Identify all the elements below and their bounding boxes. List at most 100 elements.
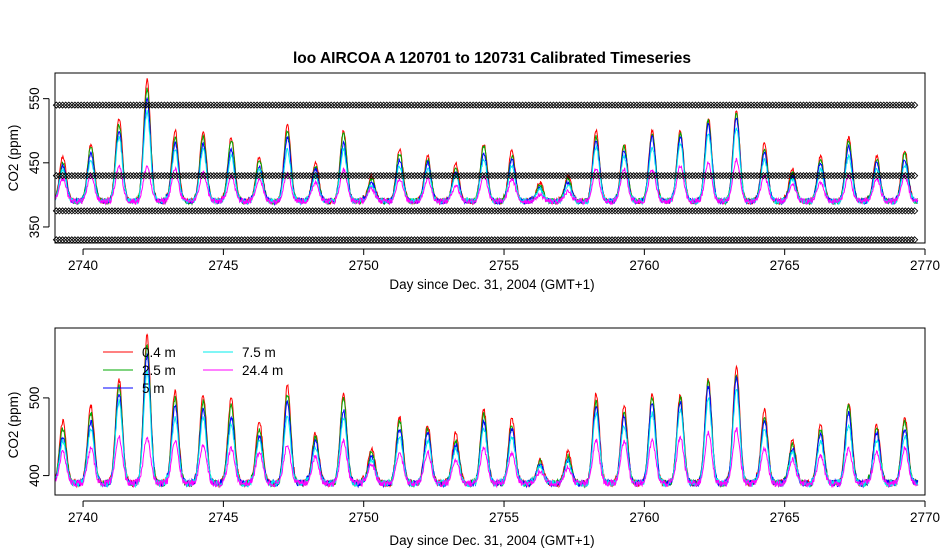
reference-marker: [500, 172, 508, 180]
reference-marker: [719, 207, 727, 215]
reference-marker: [818, 207, 826, 215]
reference-marker: [555, 101, 564, 109]
reference-marker: [312, 172, 320, 180]
reference-marker: [731, 101, 740, 109]
reference-marker: [775, 101, 783, 109]
reference-marker: [191, 207, 199, 215]
reference-marker: [133, 101, 141, 109]
reference-marker: [410, 207, 419, 215]
x-tick-label: 2770: [910, 258, 940, 273]
reference-marker: [247, 101, 255, 109]
reference-marker: [262, 172, 270, 180]
reference-marker: [657, 172, 666, 180]
reference-marker: [528, 101, 536, 109]
reference-marker: [102, 101, 110, 109]
reference-marker: [704, 172, 712, 180]
reference-marker: [719, 101, 727, 109]
y-axis-label-bottom: CO2 (ppm): [6, 392, 21, 459]
reference-marker: [880, 172, 888, 180]
reference-marker: [843, 101, 851, 109]
reference-marker: [775, 207, 783, 215]
reference-marker: [880, 101, 888, 109]
reference-marker: [657, 101, 666, 109]
reference-marker: [318, 101, 326, 109]
reference-marker: [225, 207, 233, 215]
reference-marker: [812, 101, 820, 109]
reference-marker: [506, 172, 514, 180]
reference-marker: [367, 101, 375, 109]
x-tick-label: 2745: [208, 258, 238, 273]
reference-marker: [454, 172, 462, 180]
reference-marker: [200, 101, 209, 109]
reference-marker: [815, 172, 823, 180]
reference-marker: [867, 207, 876, 215]
plot-frame-bottom: [54, 327, 926, 496]
reference-marker: [762, 101, 771, 109]
reference-marker: [410, 172, 419, 180]
reference-marker: [188, 172, 196, 180]
reference-marker: [620, 101, 629, 109]
reference-marker: [342, 207, 351, 215]
reference-marker: [753, 172, 761, 180]
reference-marker: [549, 207, 558, 215]
reference-marker: [735, 172, 743, 180]
reference-marker: [244, 207, 252, 215]
reference-marker: [676, 172, 684, 180]
reference-marker: [108, 101, 116, 109]
reference-marker: [271, 207, 280, 215]
reference-marker: [441, 207, 450, 215]
reference-marker: [772, 101, 780, 109]
reference-marker: [392, 101, 400, 109]
reference-marker: [839, 172, 848, 180]
reference-marker: [435, 207, 443, 215]
reference-marker: [392, 207, 400, 215]
reference-marker: [812, 207, 820, 215]
reference-marker: [241, 172, 249, 180]
reference-marker: [438, 172, 446, 180]
reference-marker: [472, 207, 480, 215]
reference-marker: [454, 207, 462, 215]
reference-marker: [361, 207, 369, 215]
reference-marker: [386, 207, 394, 215]
reference-marker: [870, 172, 879, 180]
reference-marker: [756, 207, 764, 215]
reference-marker: [873, 172, 882, 180]
reference-marker: [163, 207, 172, 215]
reference-marker: [528, 172, 536, 180]
reference-marker: [623, 207, 632, 215]
reference-marker: [546, 101, 554, 109]
reference-marker: [750, 172, 758, 180]
reference-marker: [324, 207, 332, 215]
reference-marker: [423, 172, 431, 180]
reference-marker: [898, 172, 906, 180]
reference-marker: [586, 101, 595, 109]
reference-marker: [170, 101, 178, 109]
reference-marker: [484, 172, 493, 180]
reference-marker: [287, 101, 295, 109]
reference-marker: [58, 101, 67, 109]
x-tick-label: 2750: [349, 510, 379, 525]
reference-marker: [89, 101, 98, 109]
reference-marker: [290, 172, 298, 180]
chart-title: loo AIRCOA A 120701 to 120731 Calibrated…: [293, 50, 691, 67]
reference-marker: [426, 101, 434, 109]
reference-marker: [129, 172, 138, 180]
reference-marker: [333, 207, 341, 215]
reference-marker: [179, 101, 187, 109]
reference-marker: [102, 207, 110, 215]
reference-marker: [420, 101, 428, 109]
reference-marker: [821, 172, 829, 180]
reference-marker: [287, 172, 295, 180]
reference-marker: [685, 172, 693, 180]
reference-marker: [352, 207, 360, 215]
reference-marker: [401, 207, 409, 215]
reference-marker: [883, 101, 891, 109]
reference-marker: [250, 101, 258, 109]
plot-area-bottom: [54, 333, 919, 489]
reference-marker: [460, 101, 468, 109]
reference-marker: [673, 101, 681, 109]
reference-marker: [596, 207, 604, 215]
reference-marker: [231, 172, 240, 180]
reference-marker: [790, 101, 798, 109]
reference-marker: [494, 207, 502, 215]
